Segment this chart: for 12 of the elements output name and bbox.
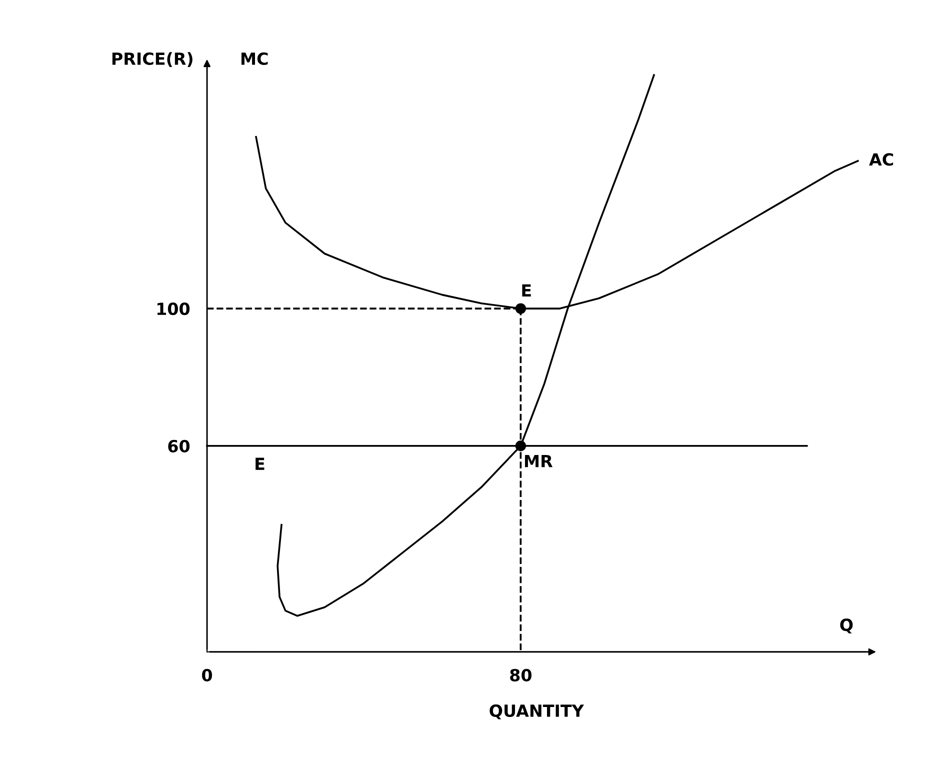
y-tick-label: 60: [168, 440, 190, 452]
annotation: E: [256, 458, 264, 470]
annotation: E: [522, 284, 531, 296]
annotation: Q: [840, 618, 853, 634]
annotation: MR: [524, 454, 553, 468]
x-axis-title: QUANTITY: [490, 704, 584, 720]
text: MC: [241, 52, 268, 65]
x-tick-label: 80: [510, 668, 532, 682]
x-tick-label: 0: [202, 668, 212, 682]
y-tick-label: 100: [157, 302, 190, 316]
annotation: AC: [869, 153, 894, 166]
y-axis-title: PRICE(R): [112, 52, 192, 67]
